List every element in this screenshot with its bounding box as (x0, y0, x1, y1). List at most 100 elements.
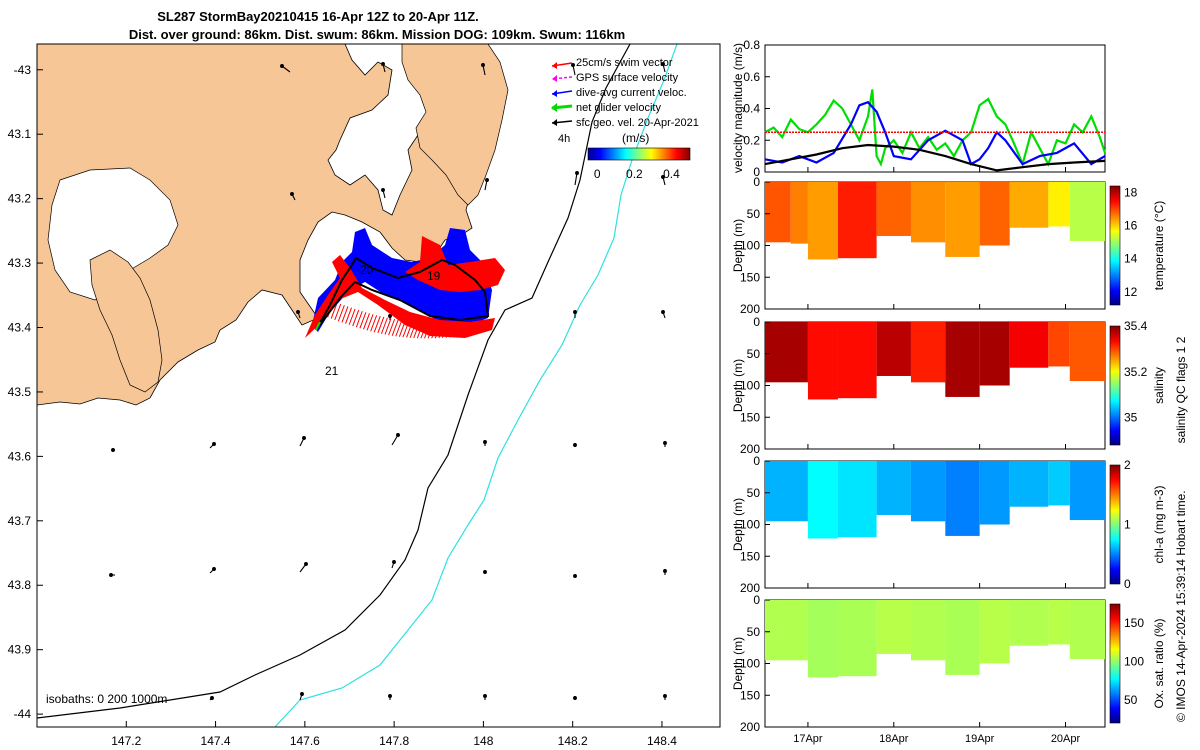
time-x-tick-label: 20Apr (1051, 733, 1081, 745)
section-colorbar (1109, 603, 1121, 724)
swim-vector-band-north (405, 236, 505, 292)
section-cell (765, 461, 808, 522)
section-cell (807, 461, 838, 539)
section-colorbar-tick-label: 35.2 (1124, 365, 1148, 379)
map-y-tick-label: 43.5 (8, 385, 32, 399)
time-x-tick-label: 18Apr (879, 733, 909, 745)
section-cell (807, 600, 838, 678)
sfc-velocity-arrowhead (485, 178, 489, 182)
section-colorbar-tick-label: 0 (1124, 577, 1131, 591)
section-panel-2: 0 50 100 150 200 Depth (m) 35 35.2 35.4 salinity (731, 315, 1166, 456)
sfc-velocity-arrowhead (483, 694, 487, 698)
section-cell (1009, 322, 1049, 368)
salinity-qc-note: salinity QC flags 1 2 (1174, 336, 1188, 443)
sfc-velocity-arrowhead (111, 448, 115, 452)
swim-vector (359, 312, 367, 329)
section-cell (979, 182, 1010, 246)
day-label-21: 21 (325, 364, 339, 378)
time-x-tick-label: 17Apr (793, 733, 823, 745)
swim-vector (352, 309, 360, 327)
section-cell (979, 322, 1010, 386)
map-colorbar-ticks: 0 0.2 0.4 (594, 167, 680, 181)
depth-tick-label: 150 (740, 270, 760, 284)
section-cell (1048, 322, 1070, 367)
map-y-tick-label: 43.9 (8, 643, 32, 657)
map-x-tick-label: 147.2 (111, 734, 141, 748)
section-cell (910, 322, 946, 383)
credit-note: © IMOS 14-Apr-2024 15:39:14 Hobart time. (1174, 490, 1188, 722)
sfc-velocity-arrowhead (300, 692, 304, 696)
land-bruny-island (89, 249, 163, 393)
velocity-series-line (764, 143, 1106, 172)
section-cell (876, 461, 911, 515)
swim-vector (348, 308, 356, 326)
colorbar-units-label: (m/s) (622, 131, 649, 145)
figure-title-line2: Dist. over ground: 86km. Dist. swum: 86k… (129, 27, 625, 42)
sfc-velocity-arrowhead (483, 570, 487, 574)
section-colorbar (1109, 325, 1121, 446)
swim-vector (377, 316, 385, 334)
sfc-velocity-arrowhead (280, 64, 284, 68)
map-x-tick-label: 148.4 (647, 734, 677, 748)
section-colorbar-label: chl-a (mg m-3) (1152, 485, 1166, 563)
isobaths-label: isobaths: 0 200 1000m (46, 692, 167, 706)
net-glider-velocity-mark (315, 321, 321, 331)
velocity-ylabel: velocity magnitude (m/s) (731, 43, 745, 173)
section-cell (837, 600, 877, 677)
colorbar-hours-label: 4h (558, 133, 570, 145)
swim-vector (391, 319, 399, 336)
section-cell (945, 182, 980, 257)
section-cell (1009, 600, 1049, 646)
section-cell (1048, 461, 1070, 506)
time-x-ticks: 17Apr 18Apr 19Apr 20Apr (793, 733, 1080, 745)
legend-gps-velocity: GPS surface velocity (551, 72, 679, 84)
section-ylabel: Depth (m) (731, 219, 745, 272)
sfc-velocity-arrowhead (663, 694, 667, 698)
map-x-tick-label: 148.2 (558, 734, 588, 748)
sfc-velocity-arrowhead (663, 441, 667, 445)
depth-tick-label: 200 (740, 302, 760, 316)
map-y-tick-label: 43.4 (8, 321, 32, 335)
section-cell (765, 182, 791, 243)
section-cell (876, 322, 911, 376)
sfc-velocity-arrowhead (481, 63, 485, 67)
depth-tick-label: 0 (753, 315, 760, 329)
swim-vector-band (305, 255, 495, 338)
section-cell (837, 461, 877, 538)
depth-tick-label: 200 (740, 720, 760, 734)
section-cell (945, 600, 980, 675)
depth-tick-label: 0 (753, 593, 760, 607)
legend-label-dive-avg: dive-avg current veloc. (576, 87, 687, 99)
depth-tick-label: 100 (740, 379, 760, 393)
section-cell (807, 182, 838, 260)
section-cell (876, 182, 911, 236)
section-colorbar-tick-label: 100 (1124, 655, 1144, 669)
depth-tick-label: 0 (753, 175, 760, 189)
swim-vector (370, 315, 378, 332)
depth-tick-label: 50 (747, 347, 761, 361)
sfc-velocity-arrowhead (663, 569, 667, 573)
swim-vector (366, 314, 374, 331)
sfc-velocity-arrowhead (388, 694, 392, 698)
depth-tick-label: 150 (740, 688, 760, 702)
section-colorbar-tick-label: 16 (1124, 219, 1138, 233)
section-colorbar (1109, 464, 1121, 585)
legend-label-sfc-geo: sfc geo. vel. 20-Apr-2021 (576, 117, 699, 129)
current-vector-band (312, 228, 492, 332)
swim-vector (334, 303, 342, 321)
velocity-y-tick-label: 0.6 (743, 70, 760, 84)
sfc-velocity-arrowhead (573, 310, 577, 314)
swim-vector (363, 313, 370, 330)
section-cell (837, 322, 877, 399)
section-cell (910, 461, 946, 522)
sfc-velocity-arrowhead (661, 310, 665, 314)
legend-net-glider: net glider velocity (551, 102, 661, 114)
map-frame (36, 43, 721, 728)
section-cell (1009, 182, 1049, 228)
section-cell (765, 600, 808, 661)
map-colorbar-tick-label: 0.4 (663, 167, 680, 181)
day-label-19: 19 (427, 269, 441, 283)
